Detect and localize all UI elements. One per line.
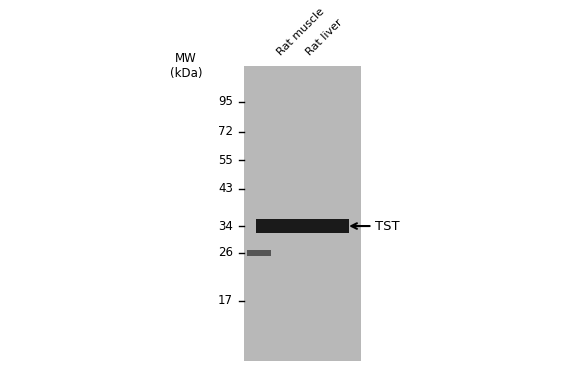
Text: 17: 17 xyxy=(218,294,233,307)
FancyBboxPatch shape xyxy=(247,249,271,256)
Text: 72: 72 xyxy=(218,125,233,138)
Text: Rat liver: Rat liver xyxy=(304,17,345,57)
Text: 95: 95 xyxy=(218,95,233,108)
FancyBboxPatch shape xyxy=(256,219,349,233)
Text: 43: 43 xyxy=(218,182,233,195)
Text: Rat muscle: Rat muscle xyxy=(275,6,326,57)
Text: MW
(kDa): MW (kDa) xyxy=(170,52,203,80)
Text: 55: 55 xyxy=(218,154,233,167)
Text: 34: 34 xyxy=(218,219,233,233)
FancyBboxPatch shape xyxy=(244,66,361,361)
Text: 26: 26 xyxy=(218,246,233,259)
Text: TST: TST xyxy=(375,219,400,233)
